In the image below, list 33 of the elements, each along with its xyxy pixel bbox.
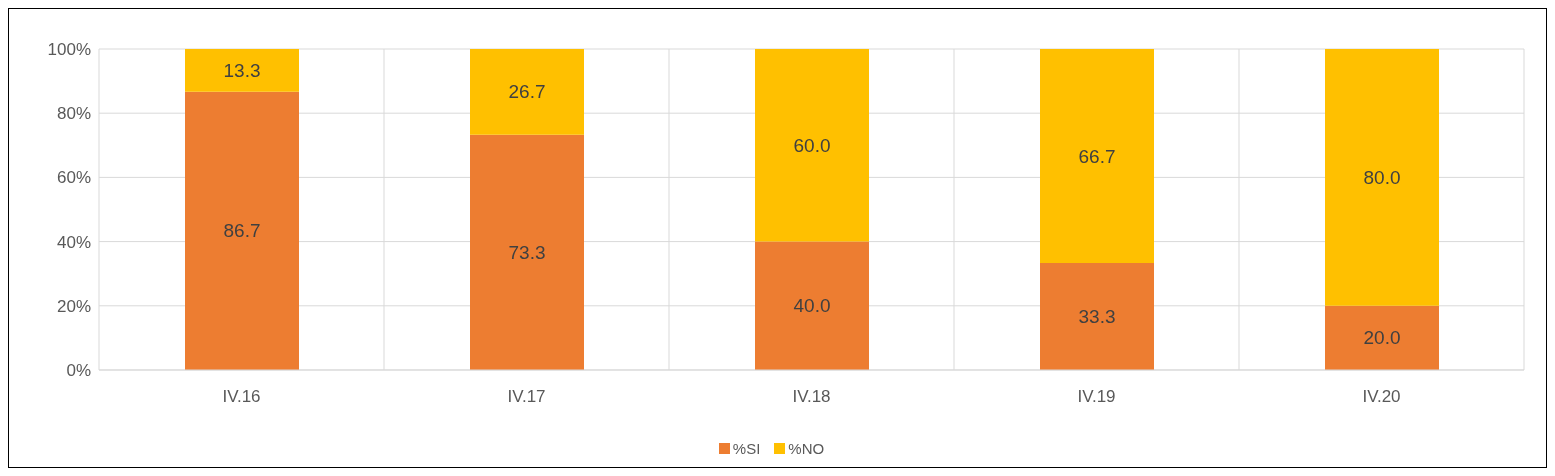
bar bbox=[1325, 305, 1439, 370]
bar bbox=[1325, 49, 1439, 306]
y-tick-label: 60% bbox=[56, 168, 91, 188]
y-tick-label: 100% bbox=[47, 40, 91, 60]
x-tick-label: IV.19 bbox=[1077, 387, 1116, 407]
bar bbox=[755, 49, 869, 242]
legend-label: %SI bbox=[731, 440, 761, 457]
y-tick-label: 0% bbox=[66, 361, 91, 381]
data-label: 66.7 bbox=[1078, 145, 1116, 167]
data-label: 33.3 bbox=[1078, 306, 1116, 328]
data-label: 60.0 bbox=[793, 134, 831, 156]
data-label: 73.3 bbox=[508, 241, 546, 263]
legend-label: %NO bbox=[787, 440, 825, 457]
y-tick-label: 40% bbox=[56, 232, 91, 252]
bar bbox=[470, 134, 584, 370]
bar bbox=[755, 241, 869, 370]
bar bbox=[185, 91, 299, 370]
data-label: 26.7 bbox=[508, 81, 546, 103]
data-label: 40.0 bbox=[793, 295, 831, 317]
y-tick-label: 20% bbox=[56, 296, 91, 316]
bar bbox=[185, 49, 299, 92]
data-label: 86.7 bbox=[223, 220, 261, 242]
data-label: 13.3 bbox=[223, 59, 261, 81]
x-tick-label: IV.17 bbox=[507, 387, 546, 407]
x-tick-label: IV.16 bbox=[222, 387, 261, 407]
data-label: 20.0 bbox=[1363, 327, 1401, 349]
bar bbox=[470, 49, 584, 135]
x-tick-label: IV.20 bbox=[1362, 387, 1401, 407]
data-label: 80.0 bbox=[1363, 166, 1401, 188]
bar bbox=[1040, 263, 1154, 370]
bar bbox=[1040, 49, 1154, 264]
y-tick-label: 80% bbox=[56, 104, 91, 124]
x-tick-label: IV.18 bbox=[792, 387, 831, 407]
